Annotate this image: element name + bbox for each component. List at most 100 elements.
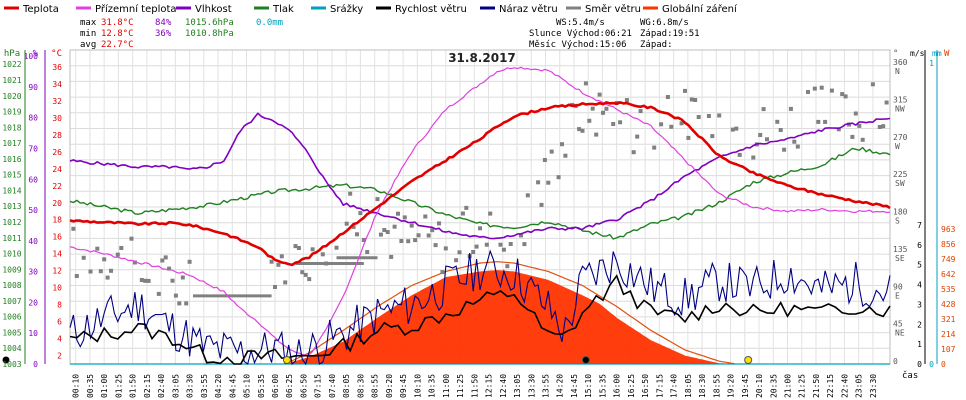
wind-dir-point <box>536 180 541 185</box>
wind-dir-point <box>601 110 605 115</box>
wind-dir-point <box>498 242 503 247</box>
wind-dir-point <box>792 139 797 144</box>
x-tick-label: 16:50 <box>641 374 650 398</box>
wind-dir-point <box>689 97 694 102</box>
x-tick-label: 23:30 <box>869 374 878 398</box>
wind-dir-point <box>406 239 411 244</box>
w-unit: W <box>944 49 950 59</box>
x-tick-label: 21:50 <box>812 374 821 398</box>
pct-tick-label: 70 <box>28 145 38 154</box>
stats-humidity: 84% <box>155 18 172 28</box>
wind-dir-point <box>402 215 407 220</box>
degc-tick-label: 4 <box>57 335 62 344</box>
ms-tick-label: 2 <box>917 320 922 329</box>
wind-dir-point <box>334 245 339 250</box>
w-tick-label: 749 <box>941 255 956 264</box>
wind-dir-point <box>180 275 185 280</box>
wind-dir-point <box>416 233 421 238</box>
dir-tick-label: 135 <box>893 245 908 254</box>
dewpoint-line <box>69 66 891 356</box>
wind-dir-point <box>539 202 544 207</box>
wind-dir-point <box>525 193 530 198</box>
wind-dir-point <box>399 239 404 243</box>
dir-unit: ° <box>893 49 898 59</box>
x-tick-label: 03:55 <box>200 374 209 398</box>
wind-dir-point <box>115 252 120 257</box>
degc-tick-label: 6 <box>57 318 62 327</box>
wind-dir-point <box>563 153 568 158</box>
mm-tick-label: 1 <box>929 59 934 68</box>
wind-dir-point <box>348 191 353 196</box>
x-tick-label: 10:10 <box>413 374 422 398</box>
stats-pressure: 1010.8hPa <box>185 29 234 39</box>
x-tick-label: 22:40 <box>840 374 849 398</box>
x-tick-label: 04:20 <box>214 374 223 398</box>
degc-tick-label: 8 <box>57 301 62 310</box>
wind-dir-point <box>454 258 459 263</box>
x-tick-label: 05:10 <box>243 374 252 398</box>
pct-tick-label: 100 <box>24 52 39 61</box>
wind-dir-point <box>542 158 547 162</box>
wind-dir-point <box>788 106 793 111</box>
wind-dir-point <box>501 247 506 252</box>
wind-dir-point <box>484 242 489 247</box>
wind-dir-point <box>320 252 325 257</box>
wind-dir-point <box>751 155 756 160</box>
pct-tick-label: 90 <box>28 83 38 92</box>
wind-dir-point <box>870 82 875 87</box>
hpa-tick-label: 1008 <box>2 281 21 290</box>
x-tick-label: 04:45 <box>228 374 237 398</box>
x-tick-label: 01:25 <box>114 374 123 398</box>
wind-dir-point <box>761 107 766 112</box>
pressure-line <box>69 146 891 240</box>
wind-dir-point <box>129 236 134 241</box>
degc-tick-label: 12 <box>52 267 62 276</box>
wind-dir-point <box>88 269 93 274</box>
degc-tick-label: 2 <box>57 352 62 361</box>
wind-dir-point <box>590 106 595 111</box>
dir-tick-label: 0 <box>893 357 898 366</box>
dir-tick-label: 180 <box>893 208 908 217</box>
hpa-tick-label: 1019 <box>2 108 21 117</box>
info-wg: WG:6.8m/s <box>640 18 689 28</box>
plot-area <box>2 66 891 366</box>
ms-tick-label: 1 <box>917 340 922 349</box>
humidity-line <box>69 112 891 240</box>
wind-dir-point <box>307 277 312 282</box>
hpa-tick-label: 1017 <box>2 139 21 148</box>
x-tick-label: 11:00 <box>442 374 451 398</box>
wind-dir-point <box>460 211 465 216</box>
wind-dir-point <box>413 238 418 243</box>
wind-dir-point <box>457 250 462 255</box>
dir-tick-compass: SE <box>895 254 905 263</box>
stats-humidity: 36% <box>155 29 172 39</box>
wind-dir-point <box>361 238 366 242</box>
w-tick-label: 963 <box>941 225 956 234</box>
wind-dir-point <box>409 223 414 228</box>
dir-tick-compass: W <box>895 142 900 151</box>
x-tick-label: 16:25 <box>627 374 636 398</box>
wind-dir-point <box>474 244 479 249</box>
wind-dir-point <box>430 228 435 233</box>
wind-dir-point <box>139 278 144 282</box>
wind-dir-point <box>160 258 165 263</box>
x-tick-label: 14:45 <box>570 374 579 398</box>
wind-dir-point <box>696 115 701 119</box>
wind-dir-point <box>635 134 640 139</box>
wind-dir-point <box>765 137 769 142</box>
wind-dir-point <box>577 127 582 132</box>
legend-label-wind_gust: Náraz větru <box>499 3 558 15</box>
info-sun: Slunce Východ:06:21 <box>529 29 632 39</box>
ms-tick-label: 7 <box>917 221 922 230</box>
wind-dir-point <box>177 301 182 306</box>
wind-dir-point <box>102 257 107 262</box>
wind-dir-point <box>378 232 383 237</box>
wind-dir-point <box>433 243 438 248</box>
wind-dir-point <box>440 270 445 275</box>
wind-dir-point <box>167 266 172 271</box>
x-tick-label: 09:20 <box>385 374 394 398</box>
wind-dir-point <box>310 247 315 252</box>
hpa-tick-label: 1013 <box>2 202 21 211</box>
radiation-model-line <box>285 261 735 365</box>
